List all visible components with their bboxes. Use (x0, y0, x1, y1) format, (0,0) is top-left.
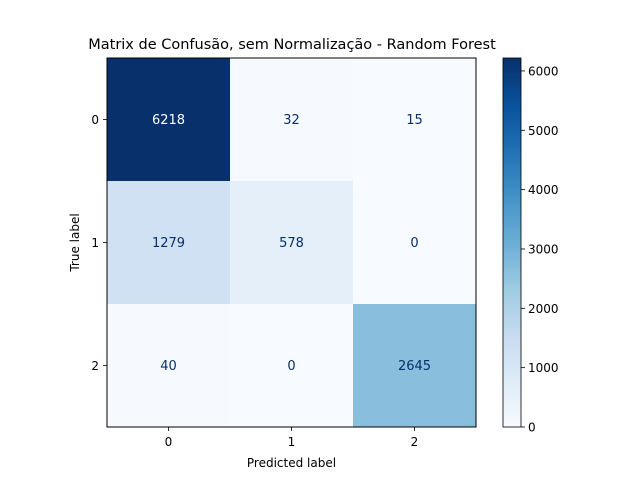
x-tick-label: 1 (288, 435, 296, 449)
x-axis-label: Predicted label (247, 456, 336, 470)
cell-value-label: 6218 (152, 113, 185, 128)
chart-title: Matrix de Confusão, sem Normalização - R… (88, 37, 496, 53)
colorbar (502, 57, 522, 428)
colorbar-tick-label: 0 (528, 421, 536, 435)
colorbar-tick-label: 6000 (528, 64, 559, 78)
cell-value-label: 0 (287, 359, 295, 374)
y-tick-label: 0 (91, 113, 99, 127)
y-axis: 0 1 2 (91, 113, 107, 373)
cell-value-label: 15 (406, 113, 423, 128)
matrix-cell (230, 181, 354, 305)
matrix-cell (353, 181, 477, 305)
y-tick-label: 1 (91, 236, 99, 250)
cell-value-label: 0 (410, 236, 418, 251)
x-tick-label: 2 (411, 435, 419, 449)
cell-value-label: 578 (279, 236, 304, 251)
colorbar-tick-label: 1000 (528, 361, 559, 375)
cell-value-label: 32 (283, 113, 300, 128)
matrix-cell (107, 181, 231, 305)
colorbar-tick-label: 4000 (528, 183, 559, 197)
colorbar-axis: 0 1000 2000 3000 4000 5000 6000 (521, 64, 559, 435)
x-axis: 0 1 2 (165, 427, 419, 449)
matrix-cell (353, 58, 477, 182)
colorbar-tick-label: 2000 (528, 302, 559, 316)
matrix-cell (230, 58, 354, 182)
y-tick-label: 2 (91, 359, 99, 373)
cell-value-label: 40 (160, 359, 177, 374)
cell-value-label: 1279 (152, 236, 185, 251)
matrix-cell (107, 304, 231, 428)
matrix-cell (107, 58, 231, 182)
matrix-cell (230, 304, 354, 428)
y-axis-label: True label (68, 213, 82, 272)
matrix-cell (353, 304, 477, 428)
x-tick-label: 0 (165, 435, 173, 449)
colorbar-tick-label: 5000 (528, 124, 559, 138)
matrix-cells: 6218 32 15 1279 578 0 40 0 2645 (107, 58, 477, 428)
colorbar-tick-label: 3000 (528, 242, 559, 256)
cell-value-label: 2645 (398, 359, 431, 374)
